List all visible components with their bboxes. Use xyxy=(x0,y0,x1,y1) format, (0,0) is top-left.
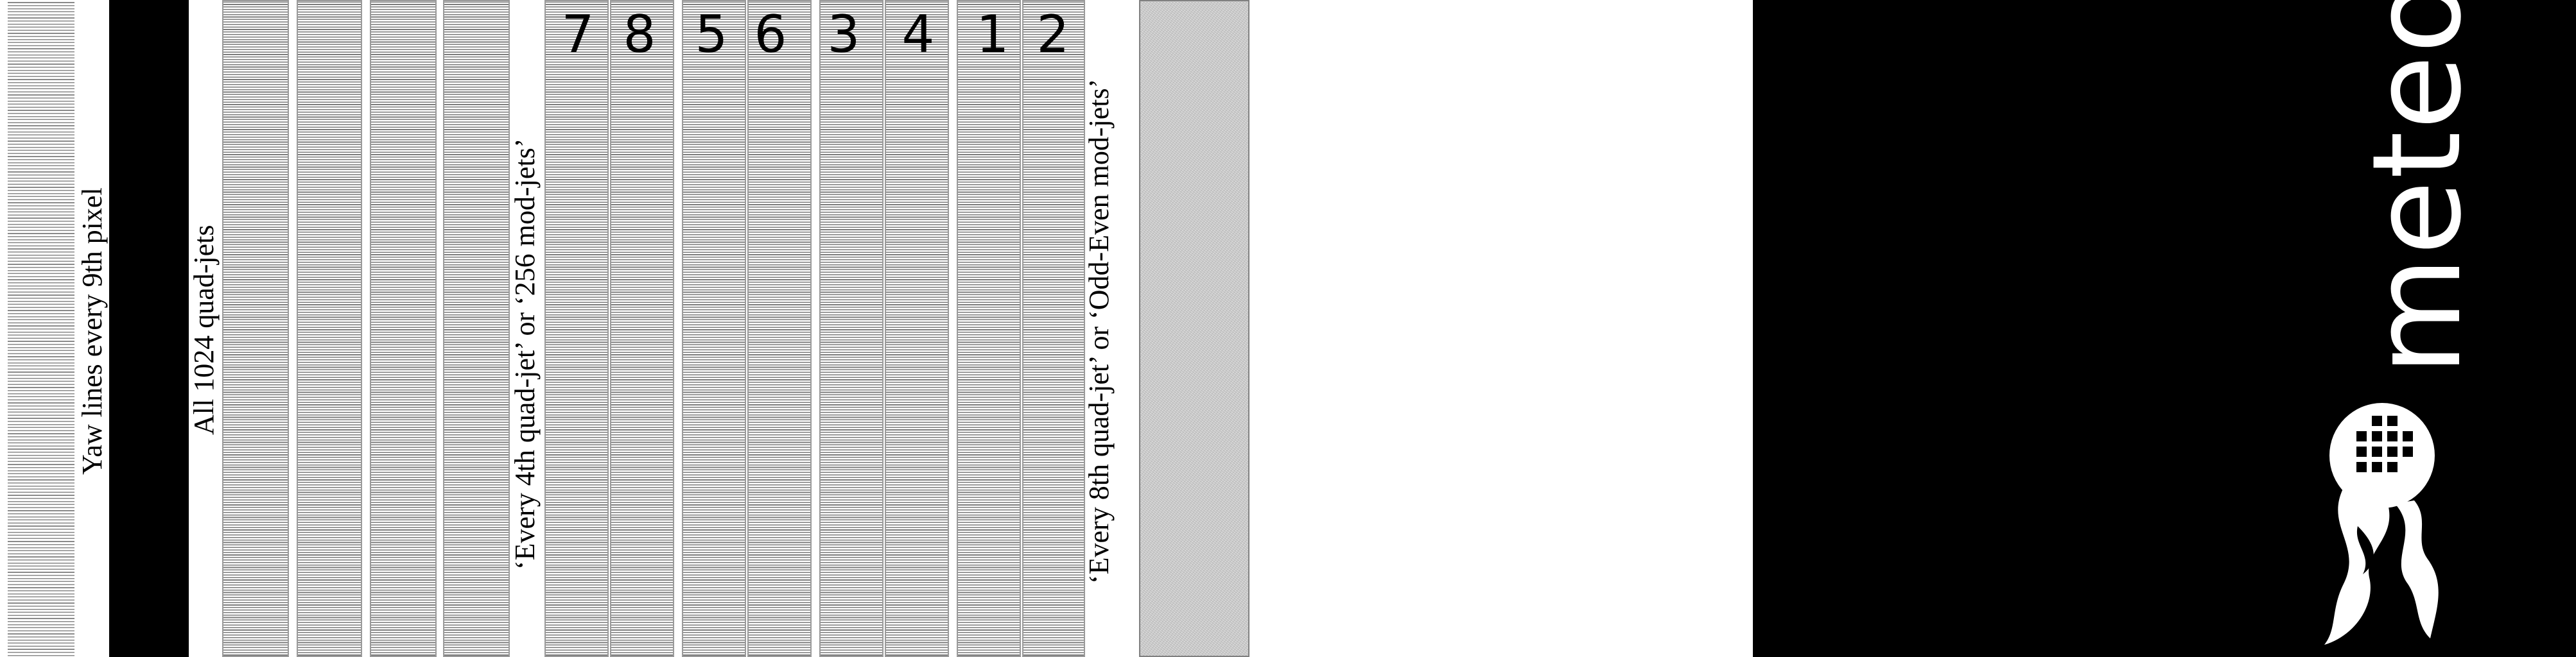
mod-jet-stripe-3 xyxy=(819,0,883,657)
mod-jet-stripe-6 xyxy=(747,0,812,657)
jet-number-3rd: 5 xyxy=(695,4,728,64)
mod-jet-stripe-8 xyxy=(610,0,674,657)
solid-black-bar xyxy=(109,0,189,657)
mod-jet-stripe-2 xyxy=(1022,0,1085,657)
quad-jet-stripe-2 xyxy=(297,0,362,657)
every-8th-quad-jet-label: ‘Every 8th quad-jet’ or ‘Odd-Even mod-je… xyxy=(1083,78,1115,584)
jet-number-7th: 1 xyxy=(976,4,1009,64)
meteor-wordmark: meteor xyxy=(2346,0,2488,375)
every-4th-quad-jet-label: ‘Every 4th quad-jet’ or ‘256 mod-jets’ xyxy=(509,138,541,570)
quad-jet-stripe-3 xyxy=(370,0,437,657)
yaw-lines-pattern xyxy=(8,0,74,657)
quad-jet-stripe-4 xyxy=(443,0,510,657)
quad-jet-stripe-1 xyxy=(222,0,289,657)
jet-number-1st: 7 xyxy=(561,4,595,64)
grey-halftone-panel xyxy=(1139,0,1249,657)
yaw-lines-label: Yaw lines every 9th pixel xyxy=(76,187,108,475)
jet-number-4th: 6 xyxy=(754,4,787,64)
jet-number-5th: 3 xyxy=(827,4,860,64)
meteor-logo-panel: meteor xyxy=(1753,0,2576,657)
meteor-logo-icon xyxy=(2324,403,2439,645)
all-quad-jets-label: All 1024 quad-jets xyxy=(188,225,220,435)
jet-number-8th: 2 xyxy=(1036,4,1070,64)
jet-number-6th: 4 xyxy=(901,4,935,64)
mod-jet-stripe-5 xyxy=(682,0,746,657)
mod-jet-stripe-1 xyxy=(957,0,1021,657)
mod-jet-stripe-7 xyxy=(544,0,609,657)
mod-jet-stripe-4 xyxy=(885,0,949,657)
jet-number-2nd: 8 xyxy=(623,4,656,64)
